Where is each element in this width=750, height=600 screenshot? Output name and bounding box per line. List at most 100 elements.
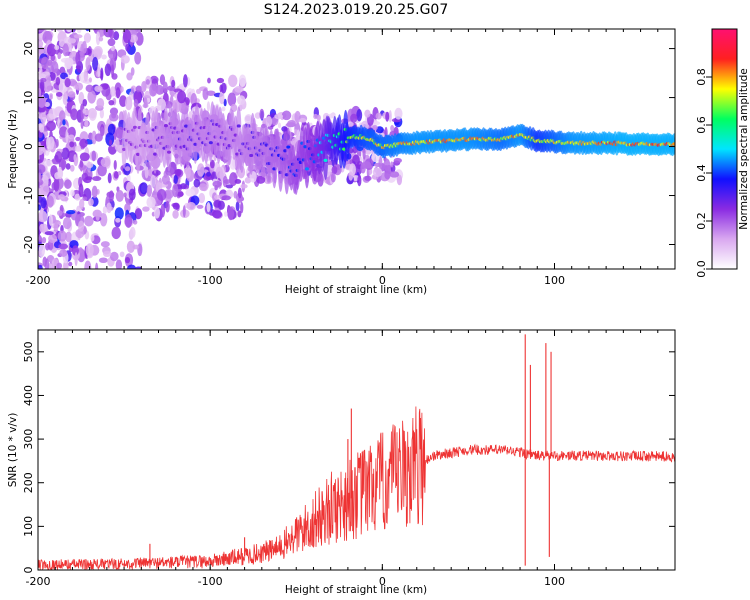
heatmap-cell [133,99,139,108]
heatmap-cell [48,214,53,226]
heatmap-cell [145,79,150,85]
heatmap-cell [55,138,59,147]
heatmap-cell [134,51,142,65]
heatmap-cell [87,90,97,104]
heatmap-cell [88,108,97,121]
heatmap-cell [287,119,296,127]
heatmap-cell [214,194,221,200]
heatmap-cell [125,256,131,264]
heatmap-cell [244,177,252,184]
heatmap-cell [185,188,196,197]
heatmap-cell [46,120,56,132]
heatmap-cell [41,56,49,70]
heatmap-cell [67,91,76,98]
heatmap-cell [46,195,54,208]
heatmap-cell [61,159,65,171]
heatmap-cell [316,114,321,122]
heatmap-cell [281,110,292,121]
heatmap-cell [150,174,156,188]
heatmap-cell [123,192,127,198]
heatmap-cell [120,86,124,93]
heatmap-cell [83,32,92,43]
heatmap-cell [73,154,77,162]
heatmap-cell [59,66,66,74]
heatmap-cell [390,161,394,168]
heatmap-cell [198,192,206,204]
heatmap-cell [180,183,187,190]
heatmap-cell [184,124,189,128]
heatmap-cell [362,147,366,160]
heatmap-cell [83,215,94,227]
heatmap-cell [45,242,50,251]
heatmap-cell [227,206,235,221]
heatmap-cell [384,170,391,180]
colorbar: 0.0 0.2 0.4 0.6 0.8 Normalized spectral ampl… [695,28,750,278]
heatmap-cell [155,84,164,95]
heatmap-cell [95,31,101,46]
heatmap-cell [75,136,81,142]
y-tick-label: 400 [22,385,35,406]
heatmap-cell [108,144,117,155]
heatmap-cell [44,159,53,167]
y-tick-label: 500 [22,341,35,362]
heatmap-cell [206,101,211,112]
heatmap-cell [126,181,132,190]
heatmap-cell [106,202,112,214]
heatmap-cell [195,88,202,94]
heatmap-cell [256,175,266,184]
heatmap-cell [135,85,143,93]
heatmap-cell [46,43,57,57]
heatmap-cell [237,95,246,105]
y-tick-label: 100 [22,516,35,537]
heatmap-cell [129,226,136,239]
heatmap-cell [228,74,238,88]
heatmap-cell [100,157,111,168]
heatmap-cell [135,32,144,46]
y-tick-label: 300 [22,429,35,450]
heatmap-cell [114,207,124,220]
heatmap-cell [72,245,79,256]
heatmap-cell [98,36,104,42]
heatmap-cell [59,249,68,257]
heatmap-cell [227,92,237,107]
heatmap-cell [90,234,95,242]
heatmap-cell [144,167,149,179]
heatmap-cell [80,118,84,130]
colorbar-tick-label: 0.8 [695,68,708,86]
heatmap-cell [38,29,45,33]
heatmap-cell [193,178,201,188]
heatmap-cell [313,113,319,120]
heatmap-cell [70,108,79,121]
heatmap-cell [147,169,153,177]
heatmap-cell [93,48,102,60]
heatmap-cell [115,259,123,269]
heatmap-cell [229,172,238,187]
heatmap-cell [393,157,402,164]
heatmap-cell [53,219,59,233]
heatmap-cell [65,129,69,143]
heatmap-cell [85,176,93,181]
heatmap-cell [357,174,362,187]
heatmap-cell [85,29,90,32]
heatmap-cell [78,247,83,254]
heatmap-cell [128,188,136,201]
heatmap-cell [107,38,116,47]
heatmap-cell [225,184,234,189]
heatmap-cell [61,147,70,160]
heatmap-x-ticks: -200 -100 0 100 [26,29,676,287]
heatmap-cell [149,75,159,84]
heatmap-cell [107,172,112,184]
heatmap-cell [53,178,60,192]
heatmap-cell [108,139,113,146]
heatmap-cell [91,185,98,199]
x-tick-label: 100 [544,274,565,287]
heatmap-cell [223,179,232,185]
heatmap-cell [55,77,61,86]
heatmap-cell [74,193,81,201]
heatmap-cell [110,46,115,52]
heatmap-cell [81,22,90,28]
heatmap-cell [113,31,120,41]
heatmap-cell [92,56,99,71]
heatmap-cell [115,87,121,99]
heatmap-cell [672,142,675,146]
